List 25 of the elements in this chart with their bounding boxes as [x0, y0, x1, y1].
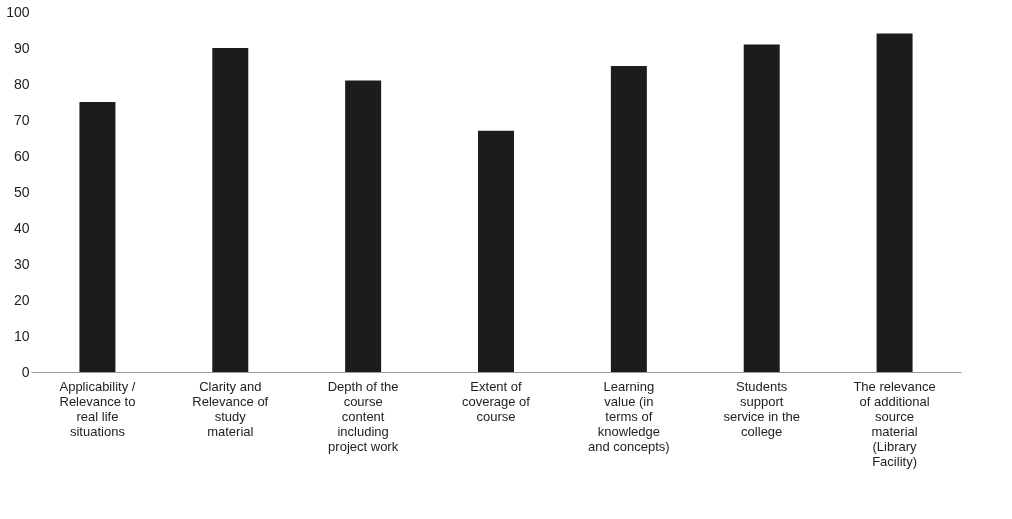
y-tick-label: 90 — [13, 39, 30, 56]
x-tick-label: Clarity and Relevance of study material — [192, 378, 269, 439]
x-tick-label: The relevance of additional source material (Library Facility) — [853, 378, 936, 469]
y-tick-label: 40 — [13, 219, 30, 236]
y-tick-label: 80 — [13, 75, 30, 92]
y-tick-label: 70 — [13, 111, 30, 128]
bar — [743, 44, 780, 372]
x-tick-label: Learning value (in terms of knowledge and concepts) — [588, 378, 670, 454]
bar — [212, 48, 249, 372]
y-tick-label: 50 — [13, 183, 30, 200]
x-tick-label: Applicability / Relevance to real life situations — [59, 378, 136, 439]
y-tick-label: 0 — [21, 363, 30, 380]
bar — [610, 66, 647, 372]
bar — [345, 80, 382, 372]
bar — [478, 130, 514, 372]
x-tick-label: Students support service in the college — [723, 378, 801, 439]
y-tick-label: 100 — [6, 3, 30, 20]
bar — [876, 33, 913, 372]
x-tick-label: Depth of the course content including project work — [327, 378, 399, 454]
bar — [79, 102, 116, 372]
y-tick-label: 60 — [13, 147, 30, 164]
y-tick-label: 10 — [13, 327, 30, 344]
y-tick-label: 30 — [13, 255, 30, 272]
x-tick-label: Extent of coverage of course — [462, 378, 531, 424]
y-tick-label: 20 — [13, 291, 30, 308]
